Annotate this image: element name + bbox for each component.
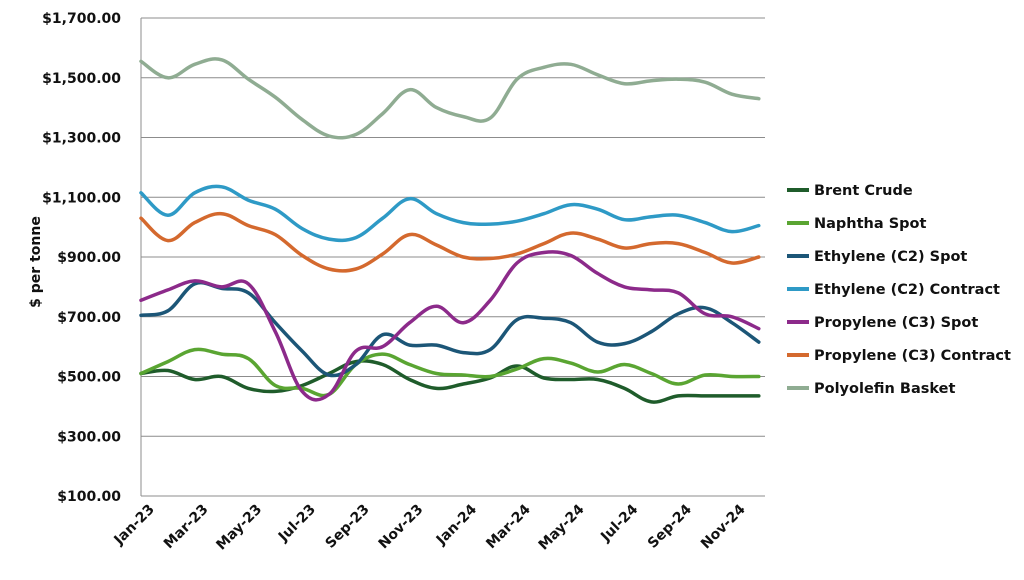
x-tick-label: Sep-23 — [323, 502, 373, 552]
series-line-brent-crude — [139, 359, 761, 404]
legend-label-propylene-c3-spot: Propylene (C3) Spot — [814, 315, 978, 331]
y-tick-label: $1,500.00 — [42, 71, 121, 87]
x-tick-label: Jul-23 — [275, 502, 319, 546]
legend-label-brent-crude: Brent Crude — [814, 183, 913, 199]
series-line-polyolefin-basket — [139, 57, 761, 140]
x-tick-label: Jul-24 — [597, 501, 641, 545]
y-tick-label: $1,300.00 — [42, 131, 121, 147]
y-tick-label: $100.00 — [57, 489, 121, 505]
y-tick-label: $1,100.00 — [42, 190, 121, 206]
x-tick-label: Mar-24 — [483, 501, 534, 552]
gridlines — [140, 17, 765, 497]
series-line-ethylene-c2-contract — [139, 184, 761, 243]
x-axis-ticks: Jan-23 Mar-23 May-23 Jul-23 Sep-23 Nov-23 Jan-… — [111, 501, 749, 553]
y-axis-label: $ per tonne — [28, 216, 44, 308]
legend-label-polyolefin-basket: Polyolefin Basket — [814, 381, 955, 397]
series-line-propylene-c3-contract — [139, 211, 761, 273]
x-tick-label: Nov-24 — [698, 501, 749, 552]
legend-label-ethylene-c2-spot: Ethylene (C2) Spot — [814, 249, 967, 265]
legend-label-naphtha-spot: Naphtha Spot — [814, 216, 926, 232]
x-tick-label: Mar-23 — [161, 502, 212, 553]
x-tick-label: Sep-24 — [645, 501, 695, 551]
x-tick-label: Jan-23 — [111, 502, 158, 549]
legend: Brent Crude Naphtha Spot Ethylene (C2) Spo… — [787, 183, 1011, 397]
y-tick-label: $300.00 — [57, 429, 121, 445]
y-tick-label: $500.00 — [57, 370, 121, 386]
series-line-propylene-c3-spot — [139, 250, 761, 402]
y-tick-label: $1,700.00 — [42, 11, 121, 27]
y-tick-label: $700.00 — [57, 310, 121, 326]
y-axis-ticks: $100.00 $300.00 $500.00 $700.00 $900.00 $1,10… — [42, 11, 121, 505]
y-tick-label: $900.00 — [57, 250, 121, 266]
series-line-naphtha-spot — [139, 347, 761, 398]
x-tick-label: Nov-23 — [376, 502, 427, 553]
x-tick-label: Jan-24 — [433, 501, 480, 548]
legend-label-ethylene-c2-contract: Ethylene (C2) Contract — [814, 282, 1000, 298]
series-lines — [139, 57, 761, 404]
x-tick-label: May-24 — [536, 501, 588, 553]
series-line-ethylene-c2-spot — [139, 280, 761, 378]
x-tick-label: May-23 — [213, 502, 265, 554]
legend-label-propylene-c3-contract: Propylene (C3) Contract — [814, 348, 1011, 364]
